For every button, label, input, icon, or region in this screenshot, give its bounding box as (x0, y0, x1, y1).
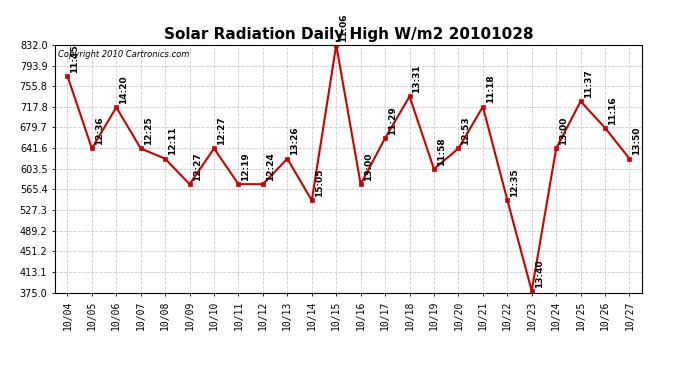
Text: 12:53: 12:53 (462, 117, 471, 145)
Text: 13:00: 13:00 (559, 117, 568, 145)
Text: 14:20: 14:20 (119, 75, 128, 104)
Text: 11:06: 11:06 (339, 13, 348, 42)
Text: 12:11: 12:11 (168, 127, 177, 156)
Text: 13:50: 13:50 (633, 127, 642, 156)
Text: 13:26: 13:26 (290, 127, 299, 156)
Text: 11:29: 11:29 (388, 106, 397, 135)
Text: 11:16: 11:16 (608, 96, 617, 124)
Text: 12:36: 12:36 (95, 117, 103, 145)
Text: 11:18: 11:18 (486, 75, 495, 104)
Title: Solar Radiation Daily High W/m2 20101028: Solar Radiation Daily High W/m2 20101028 (164, 27, 533, 42)
Text: 12:25: 12:25 (144, 117, 152, 145)
Text: 13:00: 13:00 (364, 153, 373, 181)
Text: 15:05: 15:05 (315, 169, 324, 197)
Text: 11:45: 11:45 (70, 44, 79, 73)
Text: 12:35: 12:35 (510, 168, 520, 196)
Text: 12:27: 12:27 (217, 117, 226, 145)
Text: 12:27: 12:27 (193, 152, 201, 181)
Text: Copyright 2010 Cartronics.com: Copyright 2010 Cartronics.com (58, 50, 190, 59)
Text: 11:37: 11:37 (584, 69, 593, 98)
Text: 11:58: 11:58 (437, 137, 446, 166)
Text: 13:31: 13:31 (413, 64, 422, 93)
Text: 12:19: 12:19 (241, 152, 250, 181)
Text: 13:40: 13:40 (535, 259, 544, 288)
Text: 12:24: 12:24 (266, 152, 275, 181)
